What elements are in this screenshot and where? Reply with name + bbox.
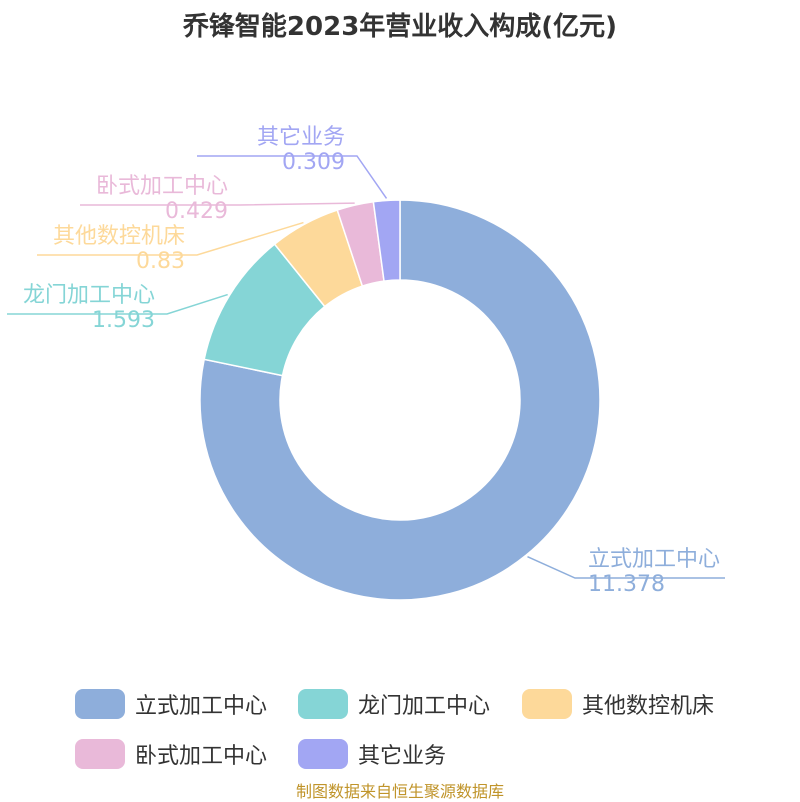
slice-label-1: 龙门加工中心 <box>23 283 155 308</box>
slice-label-2: 其他数控机床 <box>53 224 185 249</box>
data-source-note: 制图数据来自恒生聚源数据库 <box>295 782 504 801</box>
legend-label-2: 其他数控机床 <box>582 694 715 719</box>
slice-label-0: 立式加工中心 <box>588 547 720 572</box>
leader-line-0 <box>527 555 725 579</box>
legend-label-3: 卧式加工中心 <box>135 744 268 769</box>
legend-label-4: 其它业务 <box>358 744 447 769</box>
legend-swatch-0 <box>75 689 125 719</box>
slice-value-2: 0.83 <box>136 249 185 274</box>
legend-item-4[interactable]: 其它业务 <box>298 738 446 770</box>
legend-swatch-4 <box>298 739 348 769</box>
slice-value-1: 1.593 <box>92 308 155 333</box>
leader-line-3 <box>80 202 355 206</box>
slice-value-4: 0.309 <box>282 150 345 175</box>
legend-label-0: 立式加工中心 <box>135 694 268 719</box>
legend-swatch-1 <box>298 689 348 719</box>
leader-line-2 <box>37 221 304 256</box>
slice-label-3: 卧式加工中心 <box>96 174 228 199</box>
leader-line-1 <box>7 293 228 315</box>
legend-swatch-2 <box>522 689 572 719</box>
slice-4[interactable] <box>372 199 401 282</box>
slice-value-3: 0.429 <box>165 199 228 224</box>
slice-0[interactable] <box>199 199 601 601</box>
legend-item-0[interactable]: 立式加工中心 <box>75 688 267 720</box>
legend-item-2[interactable]: 其他数控机床 <box>522 688 714 720</box>
legend-swatch-3 <box>75 739 125 769</box>
leader-line-4 <box>197 155 388 199</box>
slice-value-0: 11.378 <box>588 572 665 597</box>
chart-title: 乔锋智能2023年营业收入构成(亿元) <box>182 12 618 42</box>
legend-label-1: 龙门加工中心 <box>358 694 491 719</box>
legend-item-3[interactable]: 卧式加工中心 <box>75 738 267 770</box>
legend-item-1[interactable]: 龙门加工中心 <box>298 688 490 720</box>
slice-label-4: 其它业务 <box>257 125 345 150</box>
